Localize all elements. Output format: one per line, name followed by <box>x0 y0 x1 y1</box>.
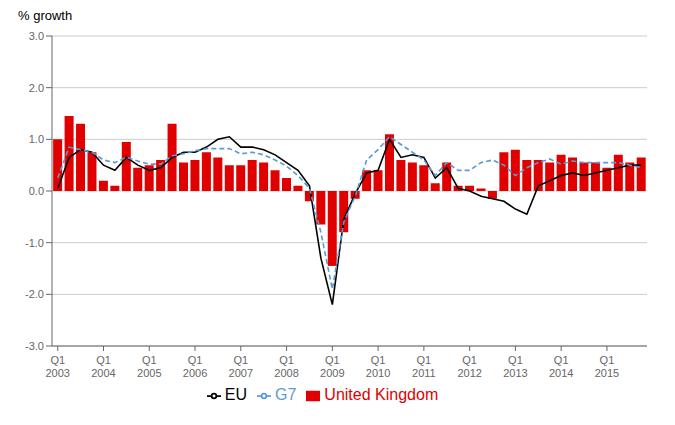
svg-text:Q12005: Q12005 <box>137 354 161 379</box>
svg-text:-1.0: -1.0 <box>25 237 44 249</box>
html-text:EU: EU <box>224 386 247 403</box>
svg-text:Q12011: Q12011 <box>412 354 436 379</box>
svg-text:1.0: 1.0 <box>29 133 44 145</box>
html-text:% growth: % growth <box>18 8 73 23</box>
svg-text:Q12003: Q12003 <box>45 354 69 379</box>
svg-text:Q12010: Q12010 <box>366 354 390 379</box>
svg-text:Q12007: Q12007 <box>229 354 253 379</box>
html-text:G7: G7 <box>275 386 297 403</box>
svg-text:0.0: 0.0 <box>29 185 44 197</box>
svg-text:-3.0: -3.0 <box>25 340 44 352</box>
svg-text:Q12008: Q12008 <box>274 354 298 379</box>
svg-text:Q12013: Q12013 <box>503 354 527 379</box>
svg-text:2.0: 2.0 <box>29 82 44 94</box>
svg-text:3.0: 3.0 <box>29 30 44 42</box>
svg-text:-2.0: -2.0 <box>25 288 44 300</box>
svg-text:Q12009: Q12009 <box>320 354 344 379</box>
svg-text:Q12014: Q12014 <box>549 354 573 379</box>
svg-text:Q12004: Q12004 <box>91 354 115 379</box>
svg-text:Q12015: Q12015 <box>595 354 619 379</box>
svg-text:Q12012: Q12012 <box>457 354 481 379</box>
html-text:United Kingdom: United Kingdom <box>324 386 439 403</box>
svg-text:Q12006: Q12006 <box>183 354 207 379</box>
